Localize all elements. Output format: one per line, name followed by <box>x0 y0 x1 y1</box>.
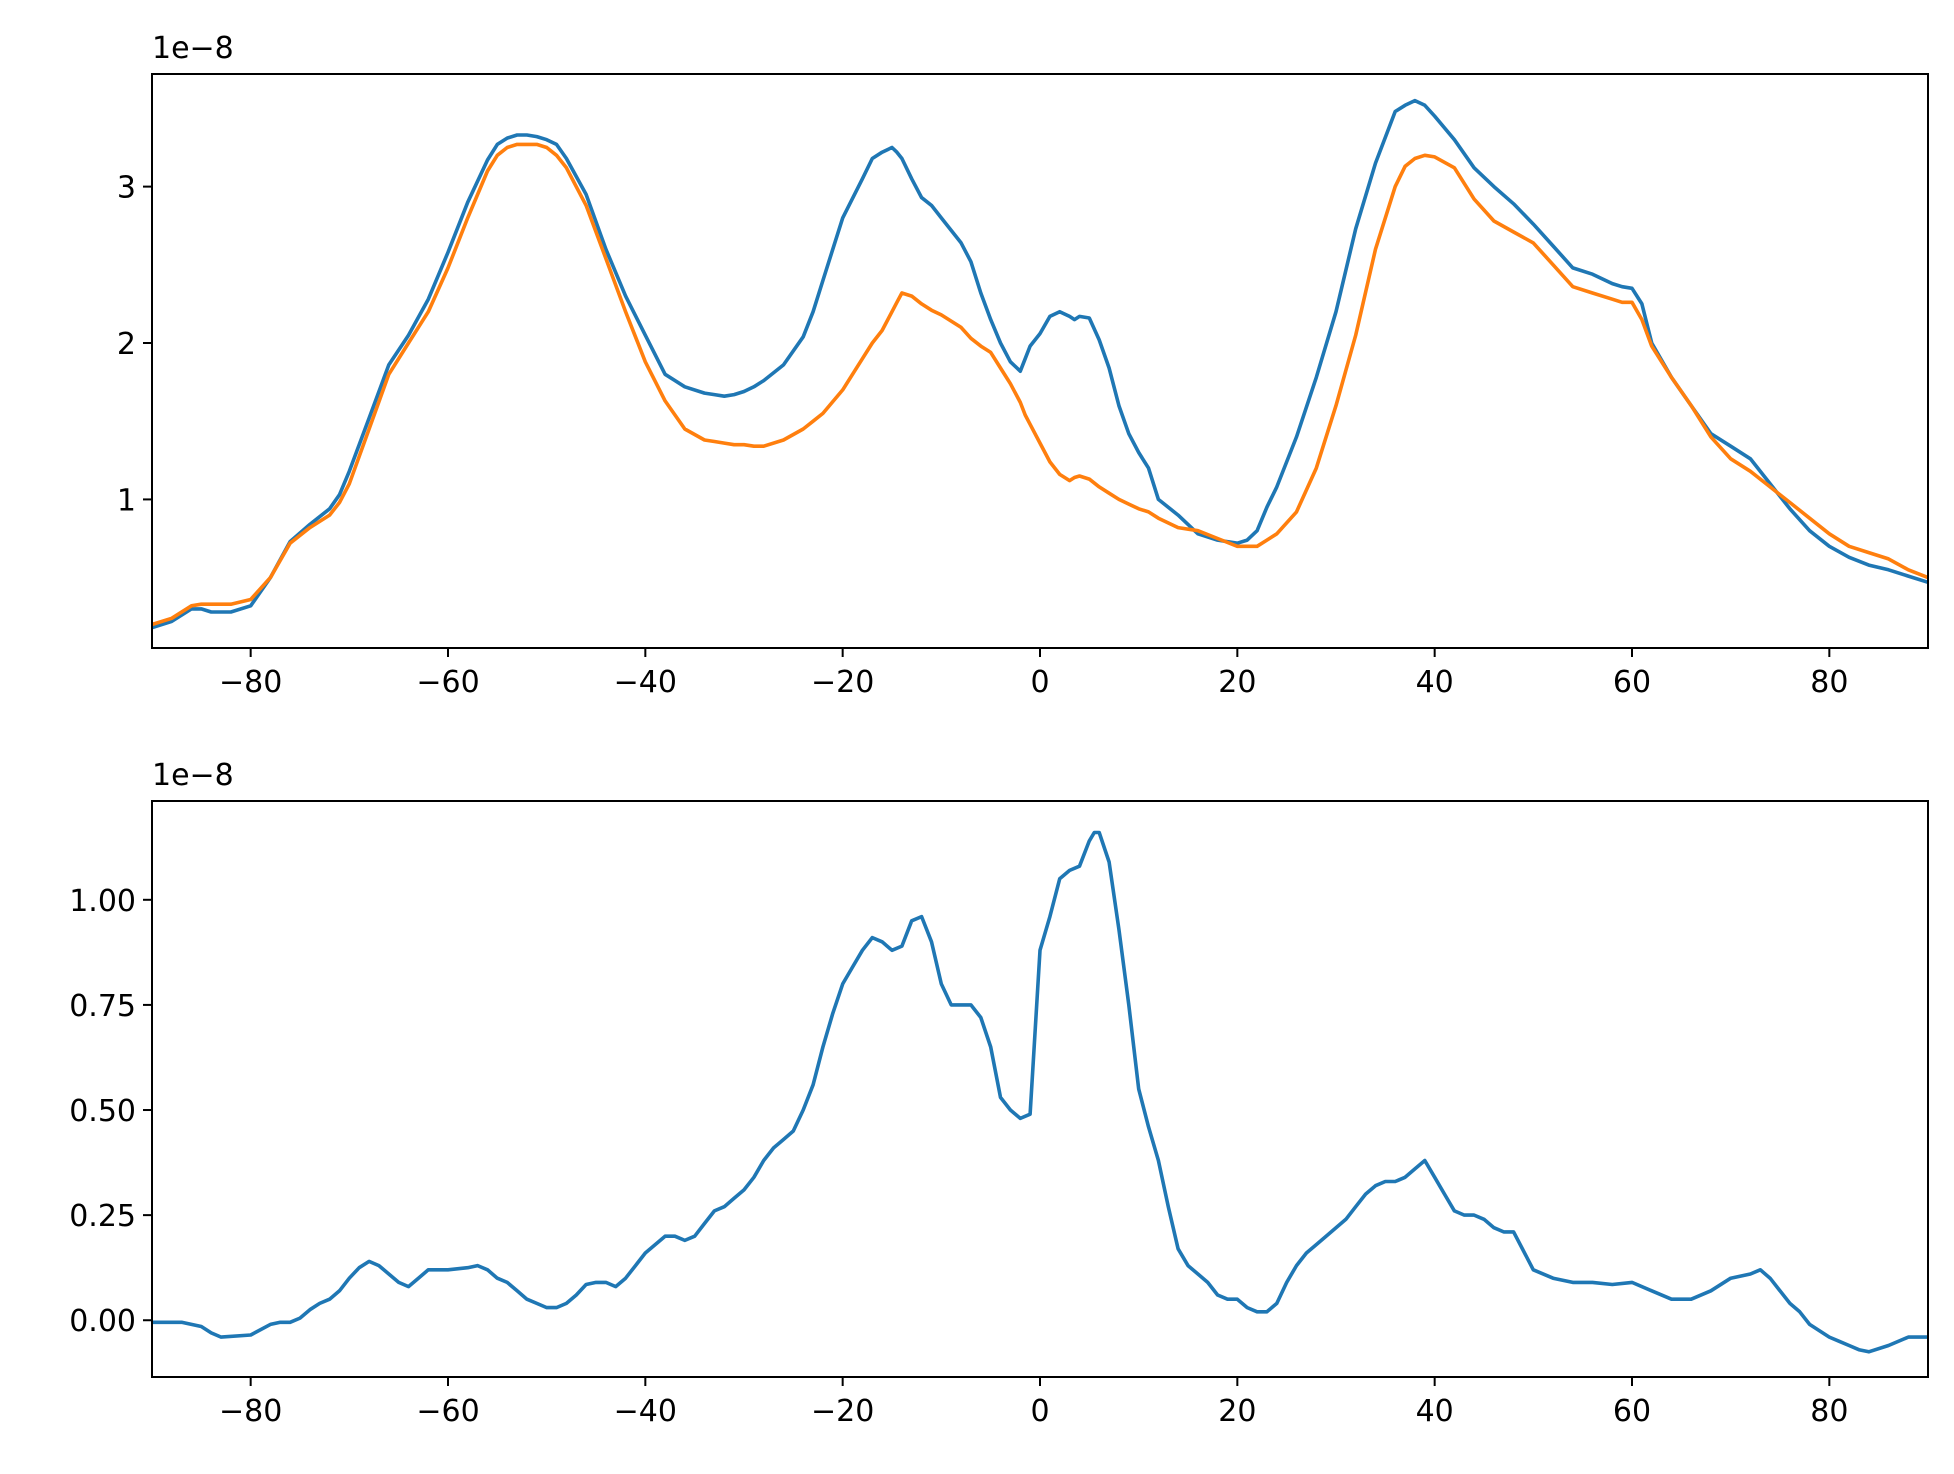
subplot-bottom: 1e−8 −80 −60 −40 −20 0 20 40 60 80 0.00 0.25 0.50 0.… <box>69 758 1929 1429</box>
x-tick-label-bottom: −40 <box>614 1394 677 1429</box>
plot-frame-bottom <box>151 800 1929 1378</box>
x-tick-label-top: −20 <box>811 665 874 700</box>
x-tick-label-bottom: 40 <box>1416 1394 1454 1429</box>
y-tick-label-top: 1 <box>117 483 136 518</box>
x-tick-label-top: −80 <box>219 665 282 700</box>
series-line-top-1 <box>151 98 1929 630</box>
tick-layer-top: −80 −60 −40 −20 0 20 40 60 80 1 2 3 <box>117 171 1849 700</box>
x-tick-label-top: 0 <box>1030 665 1049 700</box>
y-tick-label-bottom: 0.25 <box>69 1199 136 1234</box>
y-tick-label-bottom: 0.00 <box>69 1304 136 1339</box>
plot-frame-top <box>151 73 1929 649</box>
x-tick-label-bottom: 80 <box>1810 1394 1848 1429</box>
y-offset-label-bottom: 1e−8 <box>152 758 234 793</box>
y-tick-label-bottom: 1.00 <box>69 884 136 919</box>
series-line-bottom-1 <box>152 830 1928 1354</box>
x-tick-label-bottom: −80 <box>219 1394 282 1429</box>
y-tick-label-bottom: 0.50 <box>69 1094 136 1129</box>
x-tick-label-top: −40 <box>614 665 677 700</box>
y-tick-label-top: 3 <box>117 171 136 206</box>
subplot-top: 1e−8 −80 −60 −40 −20 0 20 40 60 80 1 2 3 <box>117 31 1929 700</box>
x-tick-label-bottom: 20 <box>1218 1394 1256 1429</box>
y-tick-label-bottom: 0.75 <box>69 989 136 1024</box>
x-tick-label-bottom: −60 <box>416 1394 479 1429</box>
x-tick-label-top: 80 <box>1810 665 1848 700</box>
x-tick-label-bottom: −20 <box>811 1394 874 1429</box>
series-line-top-2 <box>151 142 1929 627</box>
series-layer-bottom <box>152 830 1928 1354</box>
x-tick-label-top: 20 <box>1218 665 1256 700</box>
x-tick-label-bottom: 60 <box>1613 1394 1651 1429</box>
series-layer-top <box>151 98 1929 630</box>
y-offset-label-top: 1e−8 <box>152 31 234 66</box>
x-tick-label-top: −60 <box>416 665 479 700</box>
y-tick-label-top: 2 <box>117 327 136 362</box>
tick-layer-bottom: −80 −60 −40 −20 0 20 40 60 80 0.00 0.25 0.50 0.75 1.0… <box>69 884 1848 1429</box>
x-tick-label-top: 40 <box>1416 665 1454 700</box>
x-tick-label-bottom: 0 <box>1030 1394 1049 1429</box>
x-tick-label-top: 60 <box>1613 665 1651 700</box>
